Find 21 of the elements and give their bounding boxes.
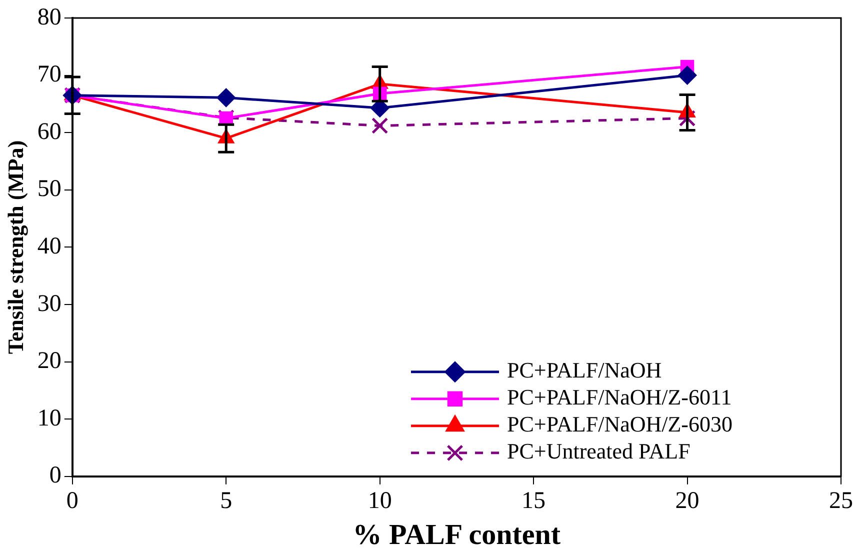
x-tick-label: 25 (829, 488, 853, 514)
y-tick-label: 70 (37, 62, 62, 88)
x-tick-label: 15 (522, 488, 546, 514)
y-tick-label: 0 (49, 462, 62, 489)
legend-label: PC+PALF/NaOH/Z-6011 (507, 384, 732, 410)
y-tick-label: 50 (37, 176, 62, 202)
legend-label: PC+PALF/NaOH/Z-6030 (507, 412, 733, 437)
x-tick-label: 20 (675, 488, 700, 514)
x-tick-label: 10 (368, 488, 392, 514)
y-axis-title: Tensile strength (MPa) (2, 140, 28, 354)
x-axis-title: % PALF content (352, 519, 561, 552)
y-tick-label: 10 (37, 405, 62, 432)
x-tick-label: 0 (66, 488, 78, 514)
y-tick-label: 30 (37, 290, 62, 317)
y-tick-label: 60 (37, 118, 62, 145)
x-tick-label: 5 (220, 488, 232, 514)
y-tick-label: 80 (37, 4, 62, 30)
y-tick-label: 20 (37, 348, 62, 374)
legend-label: PC+Untreated PALF (507, 438, 690, 464)
legend-label: PC+PALF/NaOH (507, 358, 662, 383)
y-tick-label: 40 (37, 233, 62, 260)
